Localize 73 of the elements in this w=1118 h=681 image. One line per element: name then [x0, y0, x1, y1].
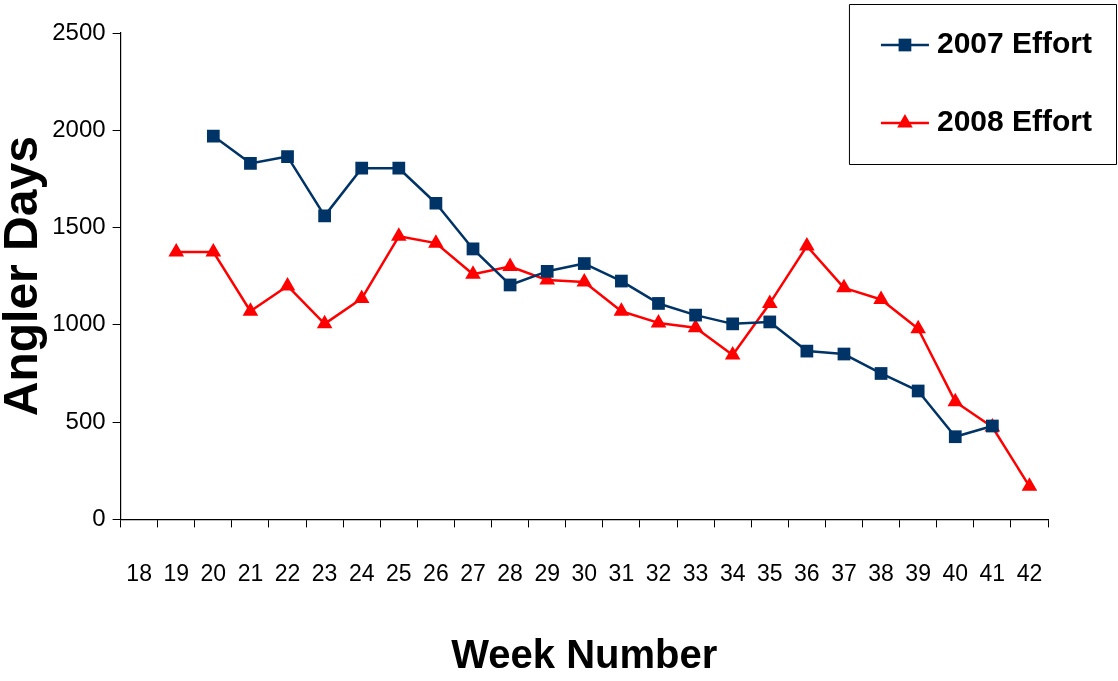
x-tick-label: 30 [571, 559, 598, 586]
x-tick-label: 33 [682, 559, 709, 586]
y-tick-label: 0 [92, 504, 106, 532]
x-tick-label: 34 [719, 559, 746, 586]
x-tick-label: 35 [756, 559, 783, 586]
point [874, 367, 888, 380]
y-tick-label: 1500 [52, 212, 106, 240]
x-tick-label: 23 [311, 559, 338, 586]
x-tick-label: 25 [386, 559, 412, 586]
point [576, 273, 593, 287]
point [724, 346, 741, 360]
point [429, 196, 443, 210]
point [873, 290, 889, 305]
point [836, 278, 852, 293]
x-tick-label: 29 [534, 559, 560, 586]
x-tick-label: 21 [237, 559, 264, 586]
point [947, 392, 964, 407]
x-tick-label: 32 [645, 559, 672, 586]
point [316, 314, 333, 329]
point [206, 129, 220, 143]
point [615, 274, 628, 288]
x-tick-label: 19 [163, 559, 190, 586]
point [428, 234, 444, 248]
x-tick-label: 27 [460, 559, 486, 586]
point [577, 257, 591, 270]
point [168, 242, 185, 257]
point [281, 150, 294, 163]
x-tick-label: 41 [979, 559, 1006, 586]
x-tick-label: 31 [608, 559, 635, 586]
point [652, 297, 665, 310]
point [353, 289, 370, 304]
point [318, 209, 331, 223]
point [763, 315, 777, 329]
x-tick-label: 24 [348, 559, 375, 586]
point [242, 302, 259, 316]
point [392, 161, 406, 175]
y-axis-title: Angler Days [0, 136, 47, 417]
x-tick-label: 38 [868, 559, 894, 586]
legend-label: 2007 Effort [936, 26, 1093, 60]
point [689, 308, 702, 322]
y-tick-label: 500 [65, 406, 106, 434]
x-tick-label: 28 [497, 559, 523, 586]
point [355, 161, 369, 175]
point [799, 237, 815, 251]
point [613, 302, 630, 316]
point [911, 384, 925, 398]
point [244, 156, 257, 170]
x-tick-label: 20 [200, 559, 227, 586]
x-tick-label: 36 [794, 559, 820, 586]
x-tick-label: 22 [274, 559, 301, 586]
point [391, 227, 407, 241]
point [1021, 477, 1038, 491]
x-tick-label: 26 [423, 559, 449, 586]
x-tick-label: 39 [905, 559, 931, 586]
point [465, 265, 481, 279]
point [761, 294, 778, 308]
point [948, 430, 962, 444]
y-tick-label: 1000 [52, 309, 106, 337]
point [540, 264, 554, 278]
point [726, 317, 740, 331]
x-tick-label: 37 [831, 559, 857, 586]
y-tick-label: 2000 [52, 114, 106, 142]
x-tick-label: 18 [126, 559, 152, 586]
point [502, 257, 518, 271]
point [205, 242, 222, 257]
legend-label: 2008 Effort [936, 104, 1093, 138]
point [279, 276, 296, 291]
y-tick-label: 2500 [52, 17, 106, 45]
point [910, 319, 926, 334]
x-axis-title: Week Number [451, 632, 718, 677]
x-tick-label: 42 [1016, 559, 1043, 586]
x-tick-label: 40 [942, 559, 969, 586]
point [650, 313, 667, 328]
